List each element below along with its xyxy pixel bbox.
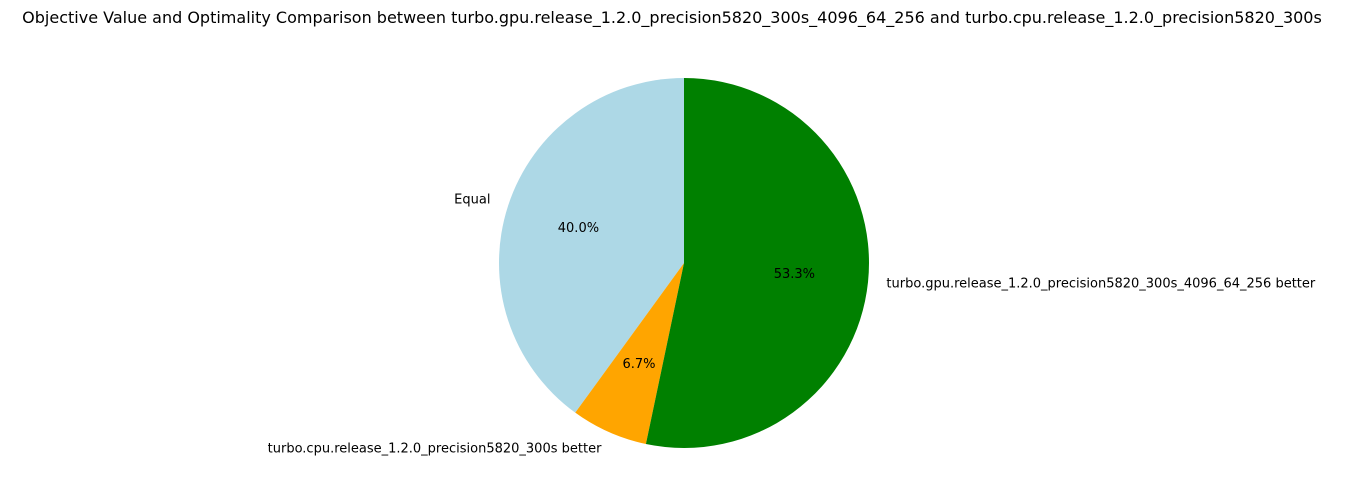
chart-title: Objective Value and Optimality Compariso… — [22, 8, 1322, 28]
slice-label-0: Equal — [454, 193, 490, 208]
pie-slices — [498, 78, 869, 448]
slice-percentage-0: 40.0% — [558, 221, 599, 236]
slice-percentage-2: 53.3% — [774, 267, 815, 282]
pie-slice-turbo-cpu-release-1-2-0-precision5820-300s-better — [575, 263, 684, 445]
slice-label-1: turbo.cpu.release_1.2.0_precision5820_30… — [268, 441, 602, 456]
pie-slice-equal — [498, 78, 684, 413]
slice-percentage-1: 6.7% — [622, 357, 655, 372]
pie-labels: Equal 40.0% turbo.cpu.release_1.2.0_precis… — [268, 193, 1316, 457]
slice-label-2: turbo.gpu.release_1.2.0_precision5820_30… — [886, 277, 1315, 292]
pie-slice-turbo-gpu-release-1-2-0-precision5820-300s-4096-64-256-better — [645, 78, 869, 448]
